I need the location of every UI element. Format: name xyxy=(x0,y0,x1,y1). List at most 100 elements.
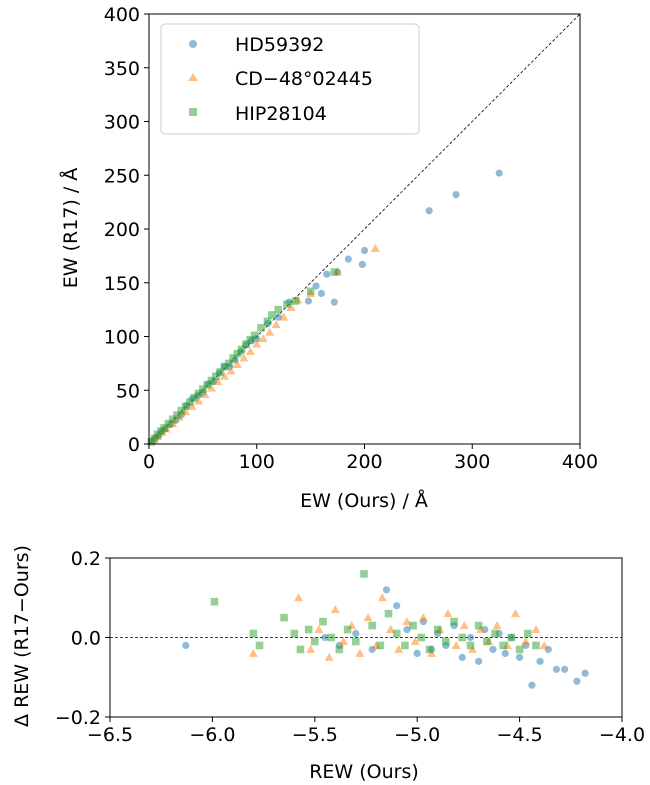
bottom-residual-panel: −6.5 −6.0 −5.5 −5.0 −4.5 −4.0 −0.2 0.0 0.2 REW … xyxy=(11,545,645,783)
point-hip28104 xyxy=(283,300,291,309)
x-tick-label: 200 xyxy=(346,451,382,473)
point-cd-48-02445 xyxy=(219,371,229,380)
point-hip28104 xyxy=(384,609,393,618)
point-cd-48-02445 xyxy=(394,644,404,653)
x-tick-label: −6.5 xyxy=(87,724,133,746)
point-hd59392 xyxy=(317,289,325,298)
point-cd-48-02445 xyxy=(363,613,373,622)
point-hip28104 xyxy=(425,645,434,654)
point-hd59392 xyxy=(358,260,366,269)
point-hip28104 xyxy=(458,633,467,642)
y-tick-label: 100 xyxy=(104,327,140,349)
point-hip28104 xyxy=(257,324,265,332)
point-hd59392 xyxy=(323,270,331,278)
point-hd59392 xyxy=(501,649,509,658)
point-hip28104 xyxy=(216,368,224,376)
point-hip28104 xyxy=(532,641,540,650)
point-hip28104 xyxy=(368,621,376,630)
legend-label-hd59392: HD59392 xyxy=(235,34,324,56)
point-hd59392 xyxy=(475,657,483,665)
point-cd-48-02445 xyxy=(314,625,324,634)
point-cd-48-02445 xyxy=(418,613,428,622)
bottom-data-marks xyxy=(182,570,589,689)
point-hd59392 xyxy=(352,629,360,638)
point-hd59392 xyxy=(516,653,524,661)
point-hip28104 xyxy=(268,311,276,319)
point-hip28104 xyxy=(296,645,305,654)
point-hip28104 xyxy=(246,335,255,344)
point-hip28104 xyxy=(474,621,483,630)
legend-marker-cd48 xyxy=(188,73,198,81)
point-hd59392 xyxy=(304,297,313,305)
point-cd-48-02445 xyxy=(248,648,258,657)
legend: HD59392 CD−48°02445 HIP28104 xyxy=(160,23,420,135)
point-hip28104 xyxy=(242,340,250,348)
x-tick-label: −5.0 xyxy=(394,724,440,746)
point-hip28104 xyxy=(190,393,199,402)
point-hip28104 xyxy=(220,362,229,371)
point-hip28104 xyxy=(168,415,177,424)
point-cd-48-02445 xyxy=(258,334,268,343)
point-hip28104 xyxy=(417,633,426,642)
y-tick-label: 300 xyxy=(104,112,140,134)
y-tick-label: 350 xyxy=(104,58,140,80)
point-hip28104 xyxy=(203,381,211,389)
bottom-y-ticks: −0.2 0.0 0.2 xyxy=(55,548,110,729)
point-cd-48-02445 xyxy=(492,621,502,630)
point-hip28104 xyxy=(433,625,442,634)
y-tick-label: 250 xyxy=(104,165,140,187)
y-tick-label: 50 xyxy=(116,380,140,402)
point-cd-48-02445 xyxy=(200,390,210,399)
legend-marker-hip28104 xyxy=(189,108,197,116)
point-hip28104 xyxy=(290,629,299,638)
series-hip28104 xyxy=(147,268,339,446)
series-hip28104 xyxy=(210,570,540,654)
top-y-ticks: 0 50 100 150 200 250 300 350 400 xyxy=(104,4,149,456)
point-hip28104 xyxy=(330,268,339,276)
point-cd-48-02445 xyxy=(194,396,204,405)
y-tick-label: 400 xyxy=(104,4,140,26)
top-x-axis-label: EW (Ours) / Å xyxy=(300,489,428,512)
point-hip28104 xyxy=(442,637,450,646)
point-hip28104 xyxy=(181,402,190,411)
bottom-x-ticks: −6.5 −6.0 −5.5 −5.0 −4.5 −4.0 xyxy=(87,717,645,746)
point-hip28104 xyxy=(343,625,352,634)
point-cd-48-02445 xyxy=(377,593,387,602)
point-hd59392 xyxy=(581,669,589,677)
y-tick-label: −0.2 xyxy=(55,707,101,729)
point-hd59392 xyxy=(452,191,460,199)
point-cd-48-02445 xyxy=(402,617,412,626)
point-hip28104 xyxy=(249,629,258,638)
point-hd59392 xyxy=(552,665,561,673)
point-cd-48-02445 xyxy=(443,609,453,618)
x-tick-label: 0 xyxy=(143,451,155,473)
legend-label-cd48: CD−48°02445 xyxy=(235,68,373,90)
point-hd59392 xyxy=(573,677,581,685)
point-hip28104 xyxy=(263,317,272,326)
y-tick-label: 150 xyxy=(104,273,140,295)
point-hip28104 xyxy=(306,287,315,296)
point-hip28104 xyxy=(173,411,181,419)
point-hd59392 xyxy=(360,246,369,255)
top-x-ticks: 0 100 200 300 400 xyxy=(143,444,598,473)
legend-label-hip28104: HIP28104 xyxy=(235,103,327,125)
point-hip28104 xyxy=(491,629,499,638)
point-cd-48-02445 xyxy=(239,353,249,362)
point-cd-48-02445 xyxy=(531,625,541,634)
point-hd59392 xyxy=(489,645,497,654)
point-cd-48-02445 xyxy=(245,347,255,356)
point-cd-48-02445 xyxy=(306,644,316,653)
point-hip28104 xyxy=(401,641,409,650)
point-cd-48-02445 xyxy=(279,312,289,321)
y-tick-label: 0.0 xyxy=(71,628,101,650)
point-hd59392 xyxy=(528,681,536,689)
point-cd-48-02445 xyxy=(511,609,521,618)
point-hip28104 xyxy=(164,419,173,428)
point-hd59392 xyxy=(403,625,411,634)
point-hip28104 xyxy=(255,641,264,650)
point-hip28104 xyxy=(523,629,532,638)
point-hip28104 xyxy=(280,613,288,622)
point-hip28104 xyxy=(160,424,168,432)
point-hd59392 xyxy=(344,255,352,263)
